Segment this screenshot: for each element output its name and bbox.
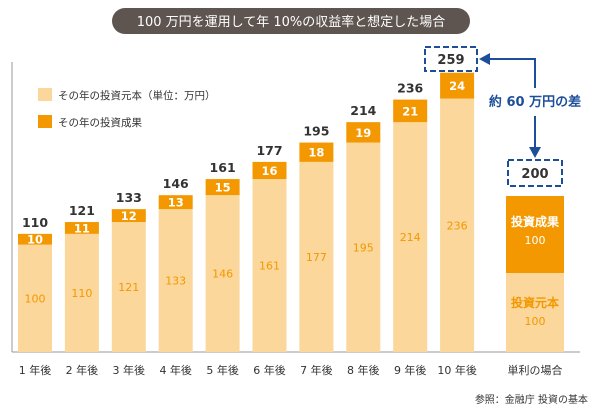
x-tick-label: 8 年後 [347,363,380,377]
x-tick-label: 6 年後 [253,363,286,377]
x-tick-label: 3 年後 [113,363,146,377]
bar-gain [299,142,334,162]
simple-principal-value: 100 [525,315,546,328]
bar-gain-label: 16 [261,164,277,178]
bar-principal-label: 133 [165,275,186,288]
simple-total-value: 200 [521,167,548,182]
bar-gain-label: 18 [308,146,324,160]
bar-principal-label: 161 [259,260,280,273]
legend-swatch-principal [38,88,52,101]
bar-principal-label: 214 [400,231,421,244]
bar-principal [252,179,287,352]
simple-total-box [507,159,563,187]
bar-principal [18,244,52,352]
bar-gain [252,161,287,180]
difference-arrow [489,58,536,150]
simple-gain-segment [506,196,564,273]
bar-principal [205,195,240,352]
bar-gain [346,122,381,143]
bar-principal-label: 110 [71,287,92,300]
bar-principal-label: 177 [306,251,327,264]
simple-gain-value: 100 [525,234,546,247]
bar-principal [299,161,334,352]
simple-category-label: 単利の場合 [508,363,563,377]
bar-gain [18,233,52,245]
legend-label-principal: その年の投資元本（単位：万円） [58,89,216,102]
bar-gain-label: 13 [168,196,184,210]
bar-total-label: 133 [116,190,142,205]
x-tick-label: 2 年後 [66,363,99,377]
chart-title: 100 万円を運用して年 10%の収益率と想定した場合 [137,14,446,30]
legend-label-gain: その年の投資成果 [58,116,142,129]
bar-group: 100 10 110 1 年後 110 11 121 2 年後 121 12 133 3 年後 133 1… [18,72,477,377]
simple-interest-group: 投資成果 100 投資元本 100 単利の場合 [506,196,564,377]
bar-gain-label: 21 [402,104,418,118]
bar-principal [64,233,99,352]
difference-annotation: 約 60 万円の差 [489,94,581,110]
bar-total-label: 177 [256,143,282,158]
bar-total-label: 161 [210,160,236,175]
bar-gain-label: 12 [121,209,137,223]
source-note: 参照：金融庁 投資の基本 [475,393,588,406]
bar-total-label: 110 [22,215,48,230]
x-tick-label: 9 年後 [394,363,427,377]
title-box [112,8,470,34]
bar-principal [440,98,475,352]
bar-principal-label: 100 [25,292,46,305]
bar-total-label: 121 [69,203,95,218]
bar-principal-label: 195 [353,241,374,254]
simple-principal-segment [506,273,564,352]
arrow-head-left [479,53,490,65]
bar-total-label: 146 [163,176,189,191]
bar-gain [205,179,240,196]
bar-gain-label: 11 [74,221,90,235]
x-tick-label: 1 年後 [19,363,52,377]
bar-gain-label: 10 [27,233,43,247]
bar-principal [111,222,146,352]
arrow-head-down [529,147,541,158]
x-tick-label: 4 年後 [159,363,192,377]
bar-total-label: 214 [350,103,376,118]
bar-total-label: 236 [397,81,423,96]
bar-gain [158,195,193,210]
legend-swatch-gain [38,115,52,128]
bar-gain-label: 15 [215,181,231,195]
bar-total-label: 195 [303,124,329,139]
total-highlight-box [424,46,478,72]
bar-principal [393,122,428,352]
bar-principal [346,142,381,352]
simple-principal-label: 投資元本 [511,295,559,310]
bar-principal-label: 236 [447,219,468,232]
x-tick-label: 7 年後 [300,363,333,377]
x-tick-label: 10 年後 [437,363,477,377]
bar-principal-label: 121 [118,281,139,294]
bar-gain [64,222,99,234]
simple-gain-label: 投資成果 [511,214,559,229]
bar-gain-label: 19 [355,126,371,140]
bar-principal [158,209,193,352]
bar-gain [393,99,428,123]
bar-gain-label: 24 [449,79,465,93]
bar-gain [111,209,146,223]
x-tick-label: 5 年後 [206,363,239,377]
bar-gain [440,72,475,99]
total-highlight-value: 259 [437,53,464,68]
bar-principal-label: 146 [212,268,233,281]
